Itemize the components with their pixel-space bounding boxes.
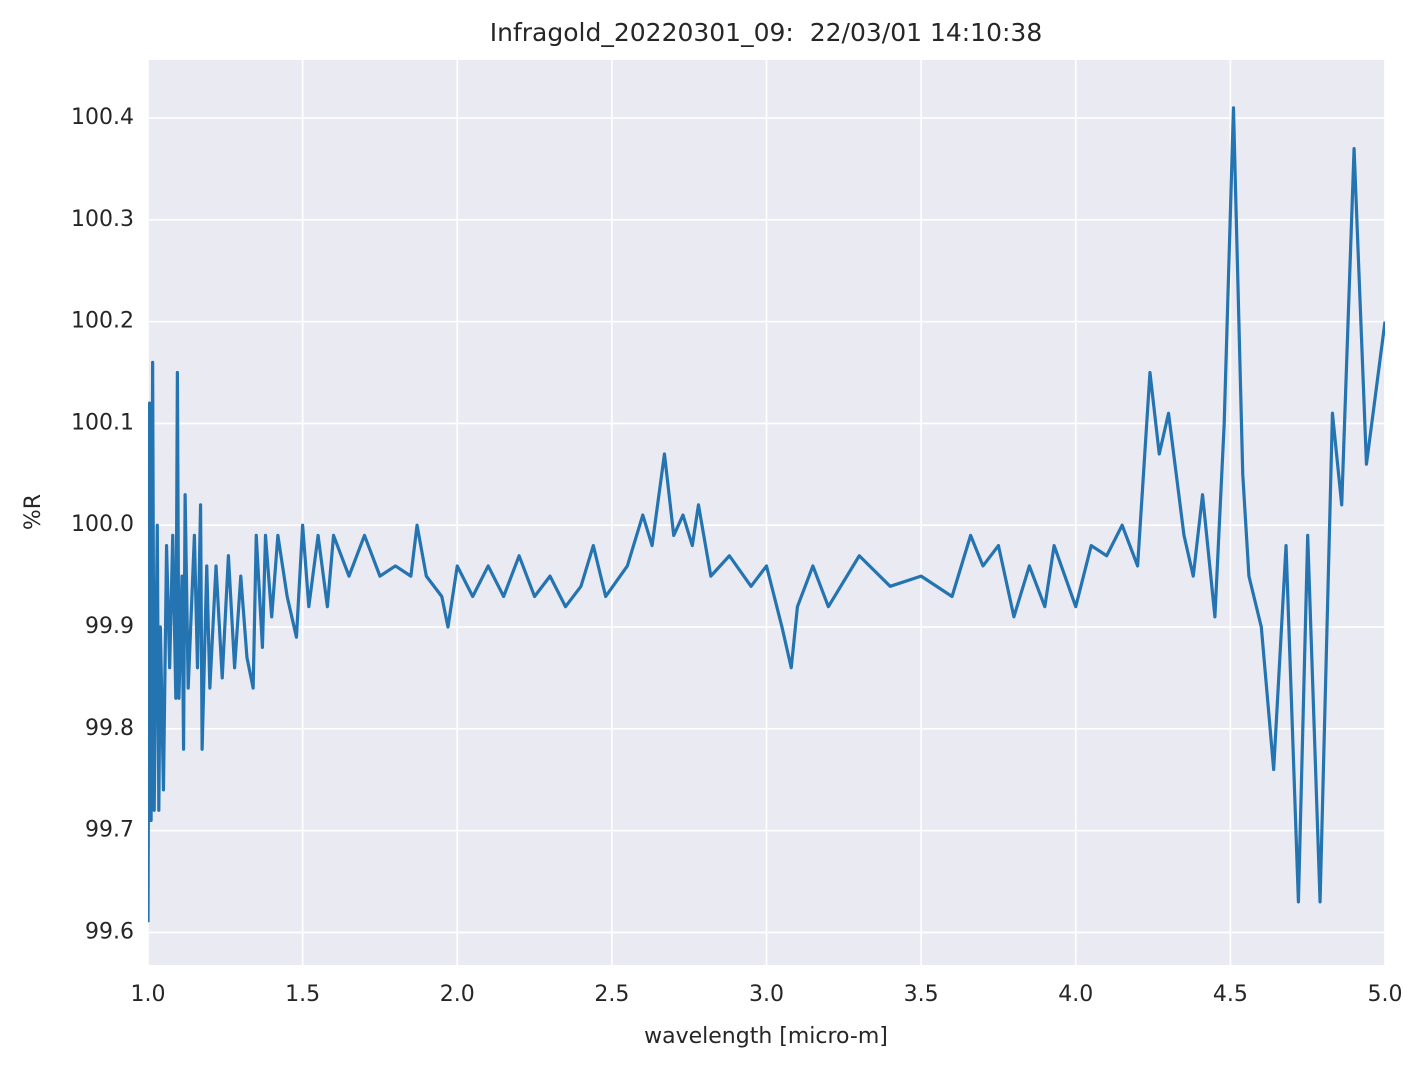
data-line (148, 106, 1385, 923)
x-tick-label: 2.5 (594, 982, 629, 1007)
chart-title: Infragold_20220301_09: 22/03/01 14:10:38 (490, 18, 1042, 47)
x-tick-label: 1.0 (131, 982, 166, 1007)
y-tick-label: 100.1 (71, 410, 134, 435)
x-axis-label: wavelength [micro-m] (644, 1024, 888, 1049)
y-tick-label: 100.2 (71, 309, 134, 334)
y-tick-label: 100.4 (71, 105, 134, 130)
x-tick-label: 3.5 (904, 982, 939, 1007)
x-tick-label: 3.0 (749, 982, 784, 1007)
x-tick-label: 5.0 (1368, 982, 1403, 1007)
y-axis-label: %R (21, 494, 46, 530)
y-tick-label: 99.7 (85, 818, 134, 843)
y-tick-label: 99.9 (85, 614, 134, 639)
y-tick-label: 100.0 (71, 512, 134, 537)
x-tick-label: 1.5 (285, 982, 320, 1007)
y-tick-label: 100.3 (71, 207, 134, 232)
x-tick-label: 4.0 (1058, 982, 1093, 1007)
y-tick-label: 99.8 (85, 716, 134, 741)
x-tick-label: 4.5 (1213, 982, 1248, 1007)
x-tick-label: 2.0 (440, 982, 475, 1007)
y-tick-label: 99.6 (85, 919, 134, 944)
